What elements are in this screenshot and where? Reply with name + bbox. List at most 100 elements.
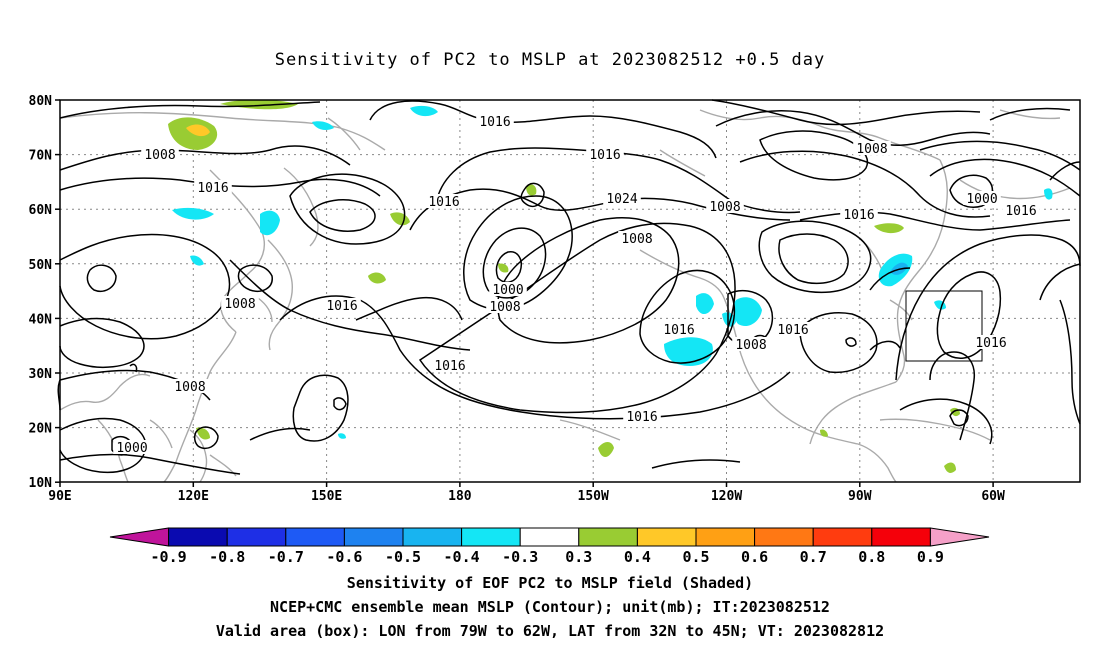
contour-label: 1008 [224,297,255,312]
lon-label: 90W [848,489,872,504]
valid-area-box [905,290,983,362]
lat-label: 80N [29,94,53,109]
lon-label: 150W [578,489,609,504]
contour-label: 1016 [434,359,465,374]
colorbar-label: 0.5 [682,548,709,566]
contour-label: 1016 [428,195,459,210]
colorbar: -0.9 -0.8 -0.7 -0.6 -0.5 -0.4 -0.3 0.3 0.4 0.5 0.6… [109,527,990,566]
colorbar-bin [871,527,931,547]
contour-label-bg [431,358,469,372]
contour-label-bg [840,207,878,221]
colorbar-high-triangle [929,527,990,547]
colorbar-label: 0.4 [624,548,651,566]
contour-label: 1016 [663,323,694,338]
colorbar-label: 0.8 [858,548,885,566]
map-plot-area: 1016 1008 1016 1008 1016 1016 1008 1000 1000 1008… [57,99,1081,483]
lat-label: 60N [29,203,53,218]
contour-labels: 1016 1008 1016 1008 1016 1016 1008 1000 1000 1008… [113,114,1040,456]
colorbar-bin [226,527,287,547]
colorbar-label: -0.3 [502,548,538,566]
colorbar-bin [461,527,521,547]
contour-label: 1008 [709,200,740,215]
contour-label-bg [486,299,524,313]
contour-label-bg [194,180,232,194]
colorbar-bin [285,527,345,547]
contour-label: 1016 [326,299,357,314]
contour-label: 1024 [606,192,637,207]
colorbar-label: -0.8 [209,548,245,566]
colorbar-label: 0.6 [741,548,768,566]
map-title: Sensitivity of PC2 to MSLP at 2023082512… [274,50,826,70]
colorbar-bin [812,527,873,547]
lat-label: 30N [29,367,53,382]
colorbar-bin [636,527,697,547]
contour-label-bg [972,335,1010,349]
contour-label: 1016 [777,323,808,338]
colorbar-label: 0.7 [800,548,827,566]
contour-label-bg [774,322,812,336]
contour-label: 1000 [492,283,523,298]
contour-label: 1016 [1005,204,1036,219]
contour-label-bg [171,379,209,393]
lat-label: 10N [29,476,53,491]
contour-label: 1008 [174,380,205,395]
contour-label-bg [1002,203,1040,217]
map-frame [59,99,1081,483]
contour-label-bg [489,282,527,296]
colorbar-bin [402,527,463,547]
contour-label: 1016 [843,208,874,223]
sensitivity-shading [168,99,1053,473]
lon-label: 120W [711,489,742,504]
colorbar-label: -0.5 [385,548,421,566]
lat-label: 70N [29,149,53,164]
colorbar-label: 0.9 [917,548,944,566]
caption-line-1: Sensitivity of EOF PC2 to MSLP field (Sh… [346,574,754,592]
contour-label: 1008 [735,338,766,353]
contour-label-bg [113,440,151,454]
lon-label: 180 [448,489,472,504]
contour-label-bg [141,147,179,161]
contour-label-bg [221,296,259,310]
colorbar-label: -0.9 [151,548,187,566]
lat-label: 50N [29,258,53,273]
lon-label: 120E [178,489,209,504]
caption-line-2: NCEP+CMC ensemble mean MSLP (Contour); u… [270,598,830,616]
colorbar-bin [519,527,580,547]
contour-label: 1016 [589,148,620,163]
contour-label-bg [586,147,624,161]
contour-label-bg [603,191,641,205]
contour-label-bg [476,114,514,128]
colorbar-label: -0.7 [268,548,304,566]
contour-label: 1008 [621,232,652,247]
contour-label: 1016 [975,336,1006,351]
colorbar-bin [343,527,404,547]
colorbar-low-triangle [109,527,170,547]
lon-label: 60W [981,489,1005,504]
colorbar-bin [695,527,756,547]
contour-label-bg [618,231,656,245]
contour-label-bg [706,199,744,213]
contour-label: 1008 [144,148,175,163]
contour-label: 1008 [489,300,520,315]
contour-label-bg [853,141,891,155]
contour-label-bg [623,409,661,423]
contour-label: 1016 [479,115,510,130]
contour-label: 1016 [626,410,657,425]
contour-label-bg [963,191,1001,205]
lon-label: 90E [48,489,71,504]
contour-label: 1016 [197,181,228,196]
lat-label: 40N [29,312,53,327]
colorbar-bin [168,527,228,547]
colorbar-bin [578,527,638,547]
contour-label-bg [660,322,698,336]
lat-label: 20N [29,422,53,437]
caption-line-3: Valid area (box): LON from 79W to 62W, L… [215,622,885,640]
contour-label: 1000 [966,192,997,207]
colorbar-bin [754,527,814,547]
contour-label-bg [732,337,770,351]
colorbar-label: -0.6 [326,548,362,566]
contour-label: 1008 [856,142,887,157]
contour-label-bg [323,298,361,312]
